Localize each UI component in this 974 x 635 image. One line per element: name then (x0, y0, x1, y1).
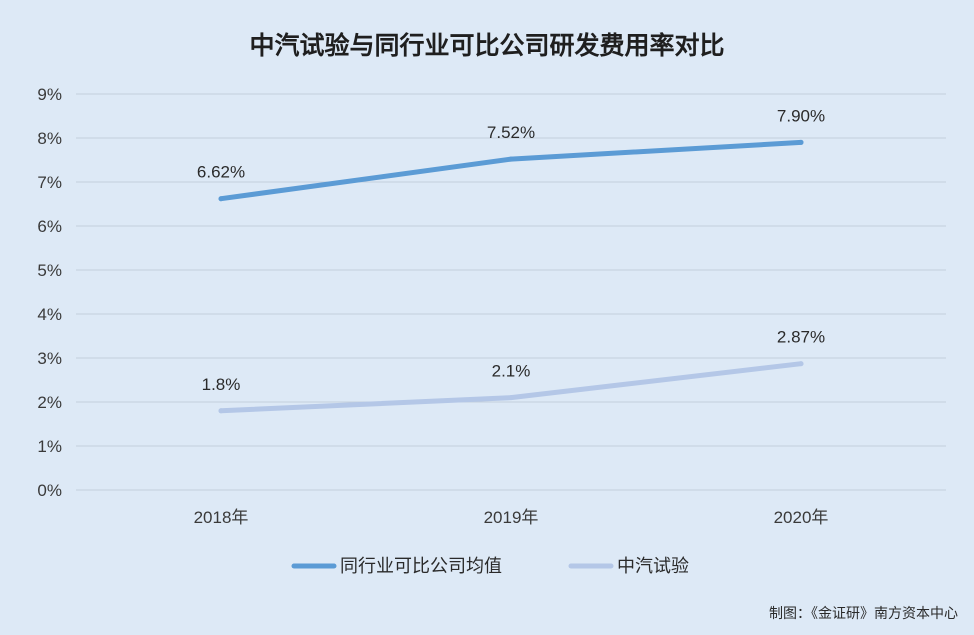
y-tick-label: 3% (37, 349, 62, 368)
source-note: 制图：《金证研》南方资本中心 (769, 606, 958, 622)
legend-label: 中汽试验 (617, 556, 689, 577)
data-point (798, 361, 804, 367)
y-tick-label: 9% (37, 85, 62, 104)
data-label: 1.8% (202, 375, 241, 394)
y-tick-label: 6% (37, 217, 62, 236)
gridlines (76, 93, 946, 491)
data-label: 2.87% (777, 328, 825, 347)
data-point (508, 395, 514, 401)
data-point (218, 408, 224, 414)
y-tick-label: 5% (37, 261, 62, 280)
data-label: 6.62% (197, 163, 245, 182)
x-tick-label: 2018年 (194, 508, 249, 527)
data-point (798, 139, 804, 145)
data-point (218, 196, 224, 202)
y-tick-label: 8% (37, 129, 62, 148)
y-tick-label: 2% (37, 393, 62, 412)
y-tick-label: 4% (37, 305, 62, 324)
data-label: 7.90% (777, 106, 825, 125)
y-axis-ticks: 0% 1% 2% 3% 4% 5% 6% 7% 8% 9% (37, 85, 62, 500)
data-labels: 6.62% 7.52% 7.90% 1.8% 2.1% 2.87% (197, 106, 825, 393)
x-tick-label: 2019年 (484, 508, 539, 527)
series-lines (218, 139, 804, 414)
y-tick-label: 7% (37, 173, 62, 192)
y-tick-label: 1% (37, 437, 62, 456)
data-point (508, 156, 514, 162)
legend: 同行业可比公司均值 中汽试验 (291, 556, 689, 577)
data-label: 7.52% (487, 123, 535, 142)
chart-title: 中汽试验与同行业可比公司研发费用率对比 (249, 31, 724, 60)
legend-label: 同行业可比公司均值 (340, 556, 502, 577)
y-tick-label: 0% (37, 481, 62, 500)
data-label: 2.1% (492, 362, 531, 381)
x-tick-label: 2020年 (774, 508, 829, 527)
x-axis-ticks: 2018年 2019年 2020年 (194, 508, 829, 527)
